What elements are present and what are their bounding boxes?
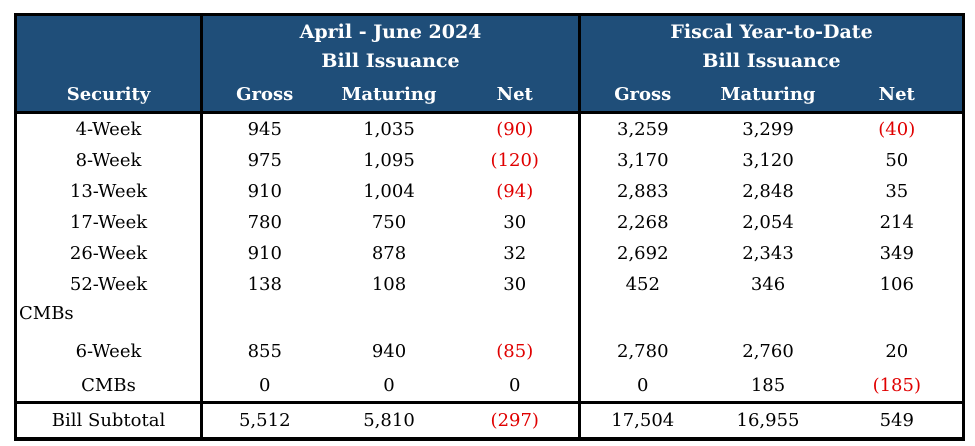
bill-issuance-table: Security April - June 2024 Bill Issuance… <box>14 13 966 441</box>
cell-maturing-fytd: 3,299 <box>742 119 794 140</box>
security-label: 6-Week <box>75 340 142 362</box>
cell-gross-fytd: 2,692 <box>578 238 705 269</box>
cell-maturing-fytd: 16,955 <box>704 401 832 439</box>
cell-net-q: (85) <box>496 340 534 362</box>
cell-maturing-q: 940 <box>371 340 407 362</box>
table-header: Security April - June 2024 Bill Issuance… <box>15 14 964 113</box>
cell-net-fytd: (40) <box>878 119 916 140</box>
section-title-line1: April - June 2024 <box>299 20 482 43</box>
security-label: 4-Week <box>75 119 142 140</box>
cell-maturing-q: 0 <box>383 375 395 396</box>
cell-maturing-q <box>327 300 452 326</box>
cell-gross-q <box>200 300 327 326</box>
cell-net-q: 30 <box>503 212 527 233</box>
section-title-line2: Bill Issuance <box>321 50 460 72</box>
table-row-17-week: 17-Week 780 750 30 2,268 2,054 214 <box>16 207 964 238</box>
cell-maturing-fytd: 3,120 <box>742 150 794 171</box>
section-title-fytd: Fiscal Year-to-Date Bill Issuance <box>578 14 964 78</box>
security-label: 26-Week <box>69 243 148 264</box>
cell-gross-fytd: 2,780 <box>578 326 705 370</box>
security-label: 52-Week <box>69 274 148 295</box>
cell-gross-q: 780 <box>200 207 327 238</box>
subtotal-label: Bill Subtotal <box>15 401 202 439</box>
cell-net-q: 30 <box>503 274 527 295</box>
security-label: 17-Week <box>69 212 148 233</box>
cell-net-fytd: (185) <box>872 375 921 396</box>
cell-gross-fytd <box>578 300 705 326</box>
cell-net-q <box>452 300 580 326</box>
table-row-52-week: 52-Week 138 108 30 452 346 106 <box>16 269 964 300</box>
cell-gross-q: 975 <box>200 145 327 176</box>
cell-gross-fytd: 452 <box>578 269 705 300</box>
table-row-bill-subtotal: Bill Subtotal 5,512 5,810 (297) 17,504 1… <box>15 401 964 439</box>
security-column-header: Security <box>15 14 202 113</box>
section-label-cmbs: CMBs <box>19 302 74 324</box>
cell-maturing-fytd: 2,848 <box>742 181 794 202</box>
cell-net-q: (297) <box>451 401 580 439</box>
table-row-26-week: 26-Week 910 878 32 2,692 2,343 349 <box>16 238 964 269</box>
cell-gross-q: 5,512 <box>200 401 327 439</box>
security-label: 8-Week <box>75 150 142 171</box>
cell-gross-fytd: 17,504 <box>578 401 705 439</box>
table-row-6-week: 6-Week 855 940 (85) 2,780 2,760 20 <box>16 326 964 370</box>
column-header-gross-q: Gross <box>200 78 327 113</box>
security-label: CMBs <box>81 375 136 396</box>
cell-gross-fytd: 2,883 <box>578 176 705 207</box>
cell-net-q: 0 <box>509 375 521 396</box>
cell-gross-q: 855 <box>200 326 327 370</box>
table-body: 4-Week 945 1,035 (90) 3,259 3,299 (40) 8… <box>15 112 964 439</box>
cell-gross-fytd: 0 <box>578 370 705 403</box>
security-label: 13-Week <box>69 181 148 202</box>
column-header-net-q: Net <box>451 78 580 113</box>
table-row-4-week: 4-Week 945 1,035 (90) 3,259 3,299 (40) <box>16 112 964 145</box>
cell-net-q: (90) <box>496 119 534 140</box>
section-title-line2: Bill Issuance <box>702 50 841 72</box>
bill-issuance-table-container: Security April - June 2024 Bill Issuance… <box>14 13 966 441</box>
cell-net-q: (94) <box>496 181 534 202</box>
table-row-cmbs-section: CMBs <box>16 300 964 326</box>
cell-gross-fytd: 3,259 <box>578 112 705 145</box>
cell-net-q: (120) <box>490 150 539 171</box>
cell-maturing-fytd: 346 <box>750 274 786 295</box>
table-row-cmbs: CMBs 0 0 0 0 185 (185) <box>16 370 964 403</box>
table-row-13-week: 13-Week 910 1,004 (94) 2,883 2,848 35 <box>16 176 964 207</box>
cell-maturing-fytd: 2,054 <box>742 212 794 233</box>
cell-maturing-q: 108 <box>371 274 407 295</box>
cell-maturing-fytd: 2,760 <box>742 340 794 362</box>
table-row-8-week: 8-Week 975 1,095 (120) 3,170 3,120 50 <box>16 145 964 176</box>
cell-gross-q: 945 <box>200 112 327 145</box>
cell-maturing-q: 5,810 <box>326 401 452 439</box>
cell-net-fytd <box>832 300 964 326</box>
column-header-gross-fytd: Gross <box>578 78 705 113</box>
section-title-april-june: April - June 2024 Bill Issuance <box>199 14 580 78</box>
cell-maturing-q: 1,095 <box>363 150 415 171</box>
cell-maturing-fytd: 2,343 <box>742 243 794 264</box>
cell-net-fytd: 214 <box>879 212 914 233</box>
cell-net-q: 32 <box>503 243 527 264</box>
cell-gross-q: 910 <box>200 176 327 207</box>
column-header-maturing-q: Maturing <box>326 78 452 113</box>
cell-gross-q: 138 <box>200 269 327 300</box>
section-title-line1: Fiscal Year-to-Date <box>670 20 873 43</box>
cell-net-fytd: 106 <box>879 274 914 295</box>
cell-gross-fytd: 3,170 <box>578 145 705 176</box>
cell-maturing-q: 1,004 <box>363 181 415 202</box>
cell-maturing-fytd: 185 <box>750 375 786 396</box>
cell-net-fytd: 50 <box>885 150 909 171</box>
column-header-net-fytd: Net <box>831 78 964 113</box>
cell-gross-fytd: 2,268 <box>578 207 705 238</box>
cell-net-fytd: 549 <box>831 401 964 439</box>
cell-maturing-fytd <box>705 300 832 326</box>
cell-maturing-q: 1,035 <box>363 119 415 140</box>
cell-maturing-q: 750 <box>371 212 407 233</box>
cell-net-fytd: 35 <box>885 181 909 202</box>
cell-net-fytd: 20 <box>885 340 909 362</box>
cell-gross-q: 0 <box>200 370 327 403</box>
cell-net-fytd: 349 <box>879 243 914 264</box>
cell-maturing-q: 878 <box>371 243 407 264</box>
column-header-maturing-fytd: Maturing <box>704 78 832 113</box>
cell-gross-q: 910 <box>200 238 327 269</box>
